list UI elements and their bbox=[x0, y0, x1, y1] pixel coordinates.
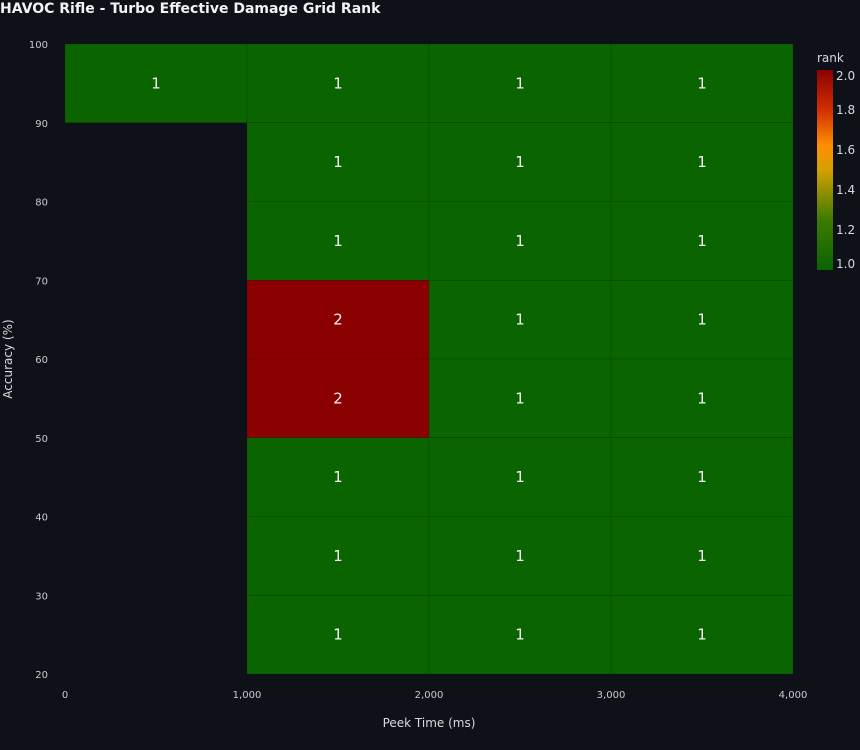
y-tick-label: 40 bbox=[35, 513, 48, 524]
cell-value-label: 1 bbox=[697, 311, 707, 329]
x-tick-label: 0 bbox=[62, 690, 68, 701]
y-axis-ticks: 20 30 40 50 60 70 80 90 100 bbox=[29, 40, 48, 681]
cell-value-label: 2 bbox=[333, 311, 343, 329]
heatmap-cell bbox=[610, 516, 794, 596]
cell-value-label: 1 bbox=[697, 74, 707, 92]
heatmap-cell bbox=[246, 594, 430, 675]
cell-value-label: 1 bbox=[697, 389, 707, 407]
cell-value-label: 1 bbox=[697, 547, 707, 565]
cell-value-label: 1 bbox=[151, 74, 161, 92]
cell-value-label: 1 bbox=[515, 468, 525, 486]
colorbar: rank 1.0 1.2 1.4 1.6 1.8 2.0 bbox=[817, 51, 855, 271]
x-axis-ticks: 0 1,000 2,000 3,000 4,000 bbox=[62, 690, 808, 701]
cell-value-label: 1 bbox=[697, 232, 707, 250]
cell-value-label: 1 bbox=[697, 468, 707, 486]
heatmap-cell bbox=[610, 122, 794, 202]
cell-value-label: 1 bbox=[515, 389, 525, 407]
y-tick-label: 80 bbox=[35, 198, 48, 209]
colorbar-gradient bbox=[817, 70, 833, 270]
cell-value-label: 1 bbox=[333, 468, 343, 486]
y-tick-label: 70 bbox=[35, 276, 48, 287]
cell-value-label: 1 bbox=[697, 153, 707, 171]
cell-value-label: 1 bbox=[333, 547, 343, 565]
heatmap-cell bbox=[428, 358, 612, 439]
x-tick-label: 4,000 bbox=[779, 690, 808, 701]
cell-value-label: 1 bbox=[515, 626, 525, 644]
cell-value-label: 1 bbox=[333, 232, 343, 250]
x-tick-label: 2,000 bbox=[415, 690, 444, 701]
cell-value-label: 1 bbox=[515, 74, 525, 92]
y-axis-label: Accuracy (%) bbox=[1, 319, 15, 398]
cell-value-label: 1 bbox=[697, 626, 707, 644]
colorbar-ticks: 1.0 1.2 1.4 1.6 1.8 2.0 bbox=[836, 69, 855, 271]
cell-labels: 1 1 1 1 1 1 1 1 1 1 2 1 1 2 1 1 1 1 1 1 1 1 1 1 1 bbox=[151, 74, 707, 643]
heatmap-cell bbox=[428, 437, 612, 517]
heatmap-cell bbox=[610, 594, 794, 675]
cell-value-label: 1 bbox=[333, 74, 343, 92]
cell-value-label: 1 bbox=[515, 547, 525, 565]
heatmap-cell bbox=[246, 201, 430, 281]
heatmap-cell bbox=[246, 437, 430, 517]
heatmap-cell bbox=[428, 43, 612, 124]
x-axis-label: Peek Time (ms) bbox=[383, 716, 476, 730]
cell-value-label: 1 bbox=[515, 153, 525, 171]
heatmap-cell bbox=[428, 279, 612, 360]
cell-value-label: 2 bbox=[333, 389, 343, 407]
x-tick-label: 3,000 bbox=[597, 690, 626, 701]
y-tick-label: 60 bbox=[35, 355, 48, 366]
cell-value-label: 1 bbox=[333, 626, 343, 644]
heatmap-cell bbox=[610, 437, 794, 517]
cell-value-label: 1 bbox=[333, 153, 343, 171]
heatmap-cell bbox=[610, 358, 794, 439]
heatmap-cell bbox=[610, 43, 794, 124]
heatmap-cell bbox=[610, 201, 794, 281]
heatmap-cell bbox=[428, 516, 612, 596]
y-tick-label: 50 bbox=[35, 434, 48, 445]
colorbar-tick-label: 1.8 bbox=[836, 103, 855, 117]
heatmap-cell bbox=[246, 43, 430, 124]
y-tick-label: 20 bbox=[35, 670, 48, 681]
colorbar-tick-label: 1.4 bbox=[836, 183, 855, 197]
colorbar-title: rank bbox=[817, 51, 844, 65]
colorbar-tick-label: 1.2 bbox=[836, 223, 855, 237]
heatmap-cells bbox=[64, 43, 794, 675]
colorbar-tick-label: 1.6 bbox=[836, 143, 855, 157]
heatmap-cell bbox=[246, 516, 430, 596]
y-tick-label: 90 bbox=[35, 119, 48, 130]
y-tick-label: 100 bbox=[29, 40, 48, 51]
colorbar-tick-label: 2.0 bbox=[836, 69, 855, 83]
heatmap-cell bbox=[246, 358, 430, 439]
heatmap-cell bbox=[428, 122, 612, 202]
colorbar-tick-label: 1.0 bbox=[836, 257, 855, 271]
chart-title: HAVOC Rifle - Turbo Effective Damage Gri… bbox=[0, 1, 381, 17]
heatmap-cell bbox=[246, 122, 430, 202]
cell-value-label: 1 bbox=[515, 311, 525, 329]
heatmap-cell bbox=[610, 279, 794, 360]
cell-value-label: 1 bbox=[515, 232, 525, 250]
y-tick-label: 30 bbox=[35, 591, 48, 602]
heatmap-cell bbox=[64, 43, 248, 124]
x-tick-label: 1,000 bbox=[233, 690, 262, 701]
